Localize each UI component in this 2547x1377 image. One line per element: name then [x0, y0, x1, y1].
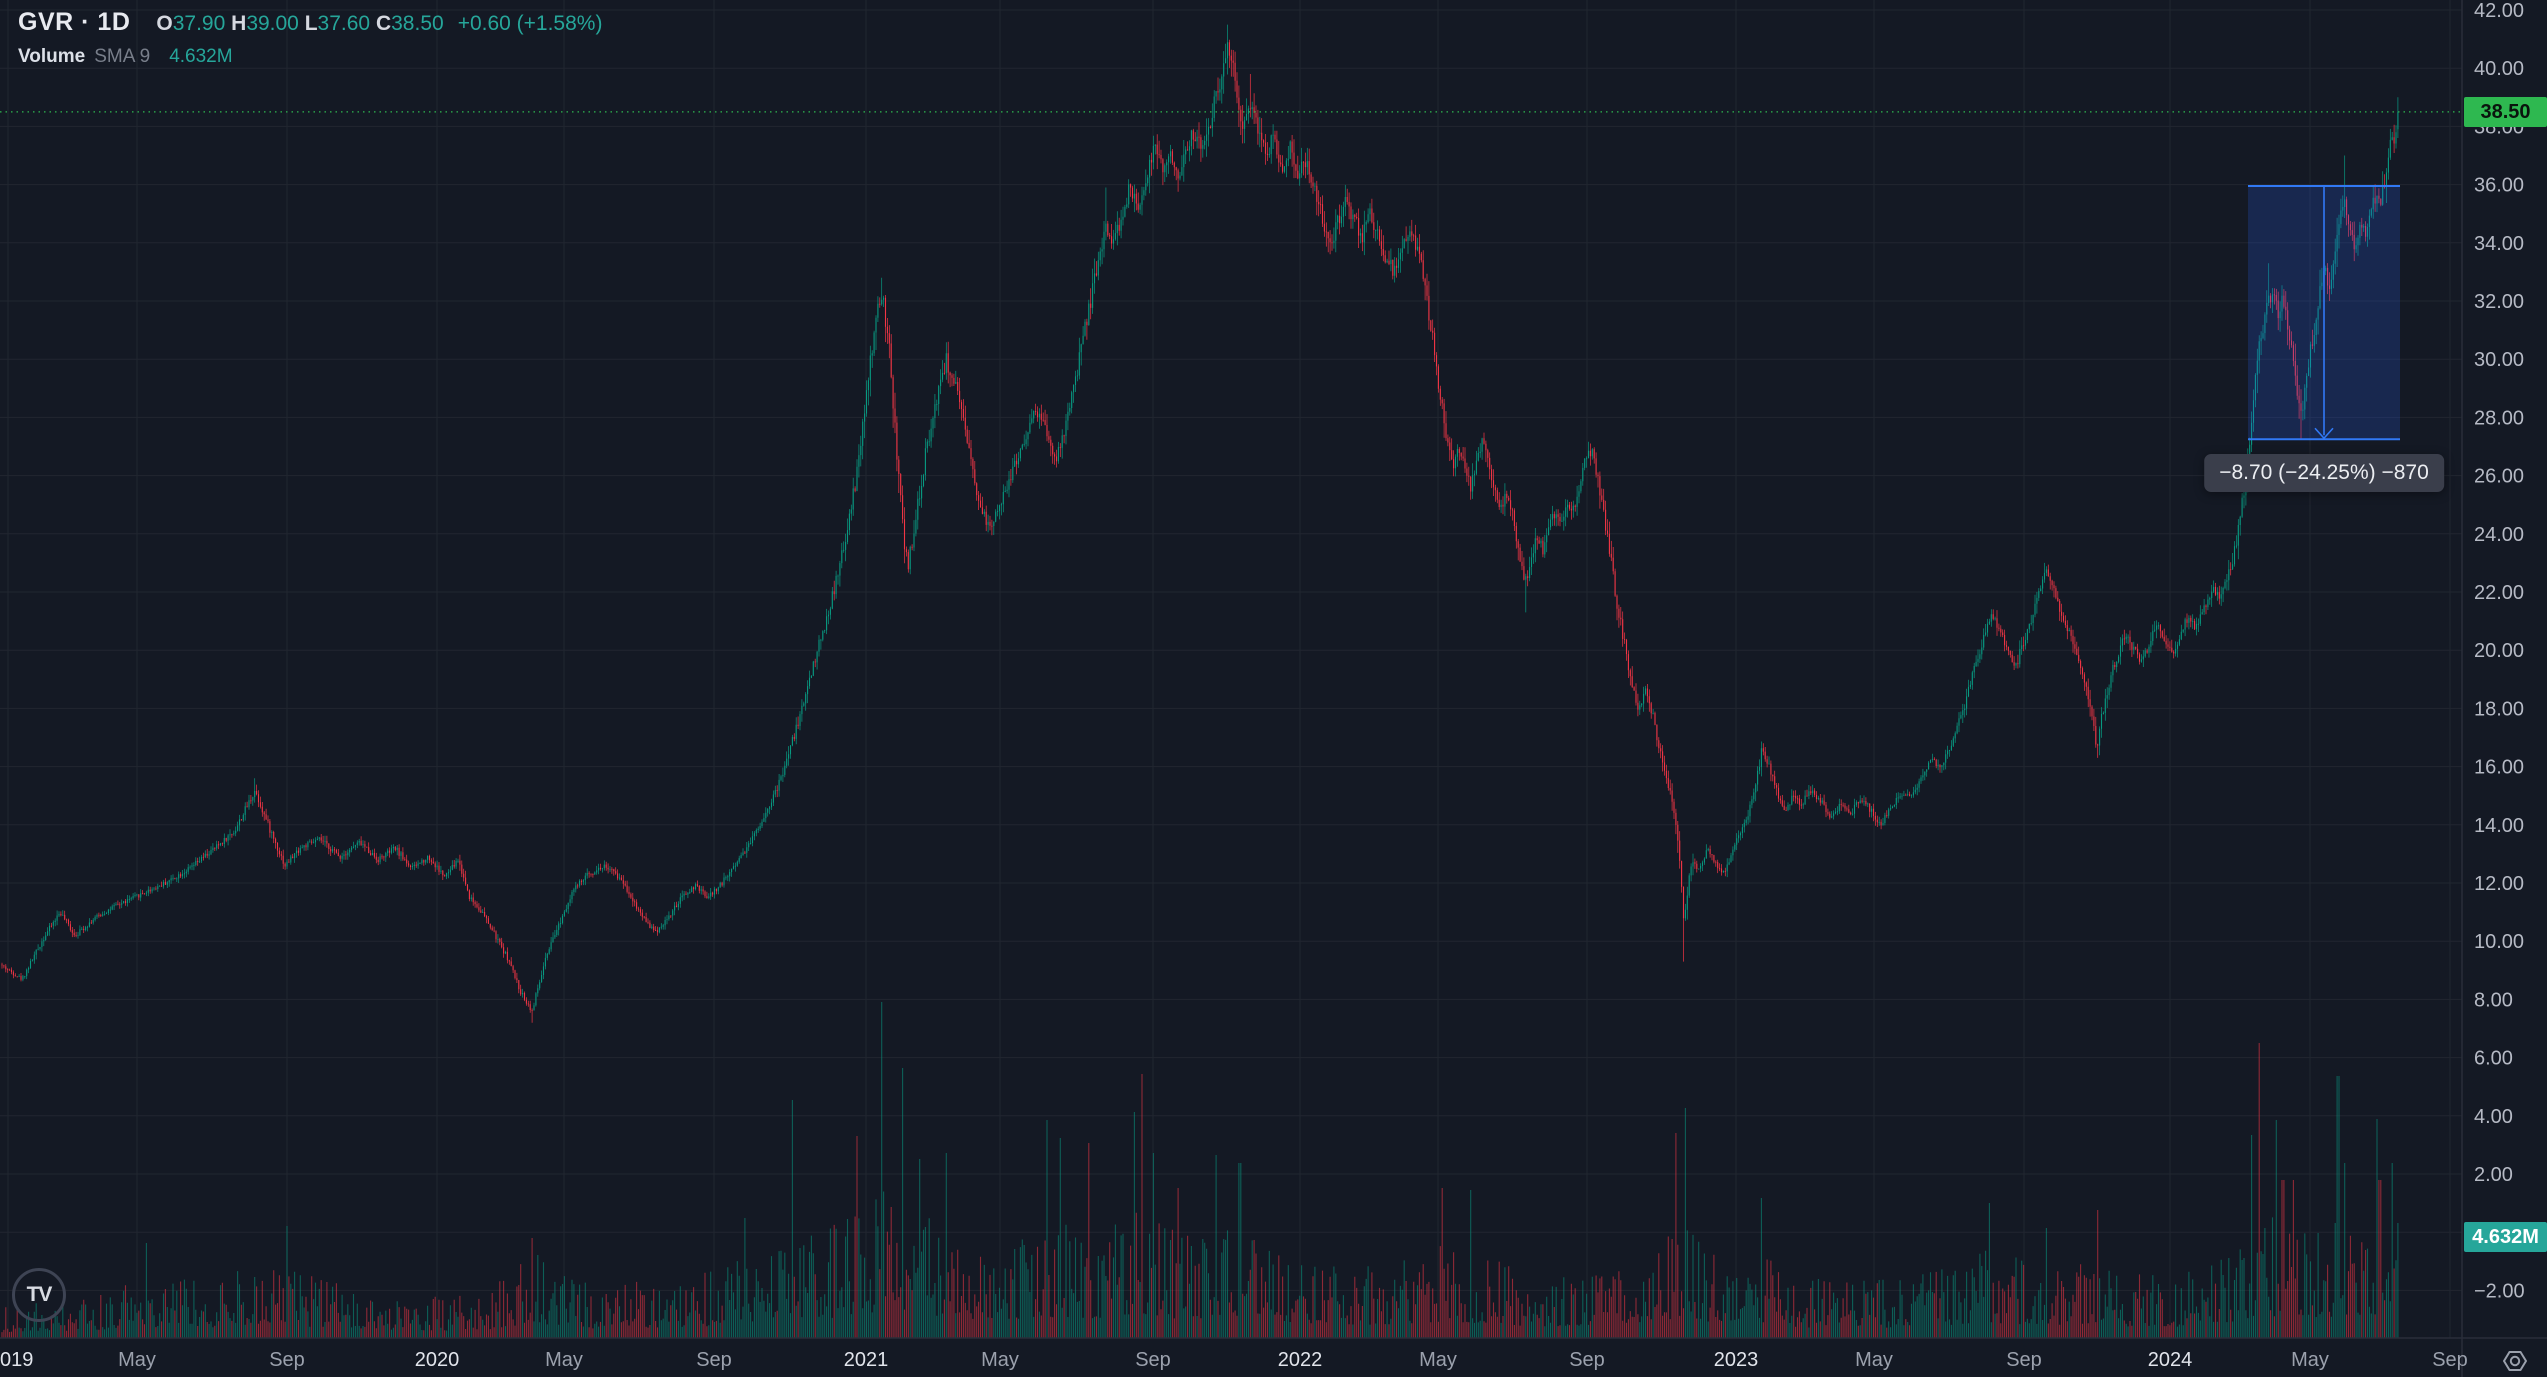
time-axis-label: 2023 — [1714, 1349, 1759, 1371]
price-axis-label: 4.00 — [2474, 1106, 2513, 1128]
tradingview-logo-text: TV — [26, 1283, 53, 1306]
last-price-badge: 38.50 — [2464, 97, 2547, 127]
time-axis-label: Sep — [1135, 1349, 1171, 1371]
time-axis-label: May — [981, 1349, 1019, 1371]
timeframe: 1D — [97, 8, 131, 36]
gridlines — [0, 0, 2462, 1338]
change-value: +0.60 (+1.58%) — [457, 12, 603, 35]
time-axis-label: May — [545, 1349, 583, 1371]
measure-tool-label: −8.70 (−24.25%) −870 — [2204, 454, 2444, 492]
price-axis-label: −2.00 — [2474, 1280, 2525, 1302]
legend: GVR · 1D O37.90 H39.00 L37.60 C38.50 +0.… — [18, 8, 602, 68]
tradingview-logo[interactable]: TV — [12, 1268, 66, 1322]
time-axis-label: Sep — [1569, 1349, 1605, 1371]
price-axis-label: 16.00 — [2474, 757, 2524, 779]
ohlc-values: O37.90 H39.00 L37.60 C38.50 — [156, 12, 444, 35]
volume-indicator-label: Volume — [18, 46, 86, 67]
time-axis-label: Sep — [2432, 1349, 2468, 1371]
volume-sma-value: 4.632M — [169, 46, 233, 67]
price-axis-label: 34.00 — [2474, 233, 2524, 255]
time-axis-label: 2021 — [844, 1349, 889, 1371]
time-axis-label: 2020 — [415, 1349, 460, 1371]
price-axis-label: 26.00 — [2474, 466, 2524, 488]
price-axis-label: 42.00 — [2474, 0, 2524, 22]
price-axis-label: 30.00 — [2474, 349, 2524, 371]
price-axis-label: 18.00 — [2474, 698, 2524, 720]
time-axis-label: 2022 — [1278, 1349, 1323, 1371]
symbol-title[interactable]: GVR · 1D — [18, 8, 131, 36]
price-axis-label: 2.00 — [2474, 1164, 2513, 1186]
price-axis-label: 14.00 — [2474, 815, 2524, 837]
price-axis-label: 6.00 — [2474, 1048, 2513, 1070]
time-axis-label: Sep — [269, 1349, 305, 1371]
scale-settings-gear-icon[interactable] — [2500, 1347, 2530, 1377]
time-axis-label: May — [1419, 1349, 1457, 1371]
price-axis-label: 40.00 — [2474, 58, 2524, 80]
measure-arrow-down-icon — [2314, 186, 2334, 440]
volume-indicator-row[interactable]: Volume SMA 9 4.632M — [18, 46, 602, 68]
time-axis-label: 2024 — [2148, 1349, 2193, 1371]
price-axis-label: 8.00 — [2474, 989, 2513, 1011]
volume-sma-params: SMA 9 — [94, 46, 151, 67]
price-axis-panel[interactable] — [2462, 0, 2547, 1377]
price-axis-label: 32.00 — [2474, 291, 2524, 313]
time-axis-panel[interactable] — [0, 1338, 2547, 1377]
price-axis-label: 12.00 — [2474, 873, 2524, 895]
time-axis-label: 019 — [0, 1349, 33, 1371]
time-axis-label: Sep — [696, 1349, 732, 1371]
price-axis-label: 28.00 — [2474, 407, 2524, 429]
time-axis-label: May — [118, 1349, 156, 1371]
time-axis-label: May — [1855, 1349, 1893, 1371]
time-axis-label: Sep — [2006, 1349, 2042, 1371]
price-axis-label: 22.00 — [2474, 582, 2524, 604]
time-axis-label: May — [2291, 1349, 2329, 1371]
price-axis-label: 10.00 — [2474, 931, 2524, 953]
price-axis-label: 24.00 — [2474, 524, 2524, 546]
price-axis-label: 36.00 — [2474, 175, 2524, 197]
volume-sma-badge: 4.632M — [2464, 1222, 2547, 1252]
volume-bars-up — [18, 1191, 2397, 1338]
price-axis-label: 20.00 — [2474, 640, 2524, 662]
